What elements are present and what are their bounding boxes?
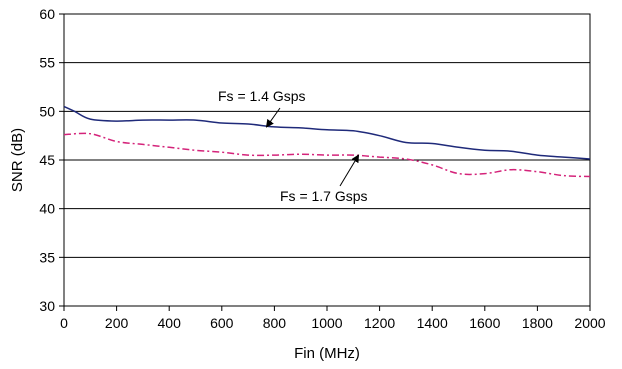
x-tick-label: 400 [158,315,182,331]
x-axis-label: Fin (MHz) [294,345,360,362]
annotation-label: Fs = 1.4 Gsps [218,88,306,104]
x-tick-label: 1400 [417,315,448,331]
series-lines [63,105,591,178]
x-tick-label: 200 [105,315,129,331]
annotation-arrow [339,154,360,187]
x-tick-label: 600 [210,315,234,331]
y-tick-label: 45 [39,152,55,168]
y-tick-label: 60 [39,6,55,22]
series-line-1 [63,105,591,160]
x-tick-label: 1800 [522,315,553,331]
annotation-arrow [265,107,281,128]
x-tick-label: 2000 [574,315,605,331]
x-tick-label: 800 [263,315,287,331]
x-tick-label: 0 [60,315,68,331]
grid-lines [64,13,590,258]
y-tick-label: 50 [39,103,55,119]
y-tick-label: 35 [39,249,55,265]
annotation-label: Fs = 1.7 Gsps [280,188,368,204]
x-tick-label: 1000 [311,315,342,331]
y-tick-label: 30 [39,298,55,314]
y-axis-label: SNR (dB) [9,128,26,192]
y-tick-label: 40 [39,201,55,217]
annotations: Fs = 1.4 Gsps Fs = 1.7 Gsps [218,88,368,204]
series-line-2 [63,132,591,178]
axes [59,13,591,311]
x-tick-label: 1600 [469,315,500,331]
x-tick-label: 1200 [364,315,395,331]
y-tick-label: 55 [39,55,55,71]
